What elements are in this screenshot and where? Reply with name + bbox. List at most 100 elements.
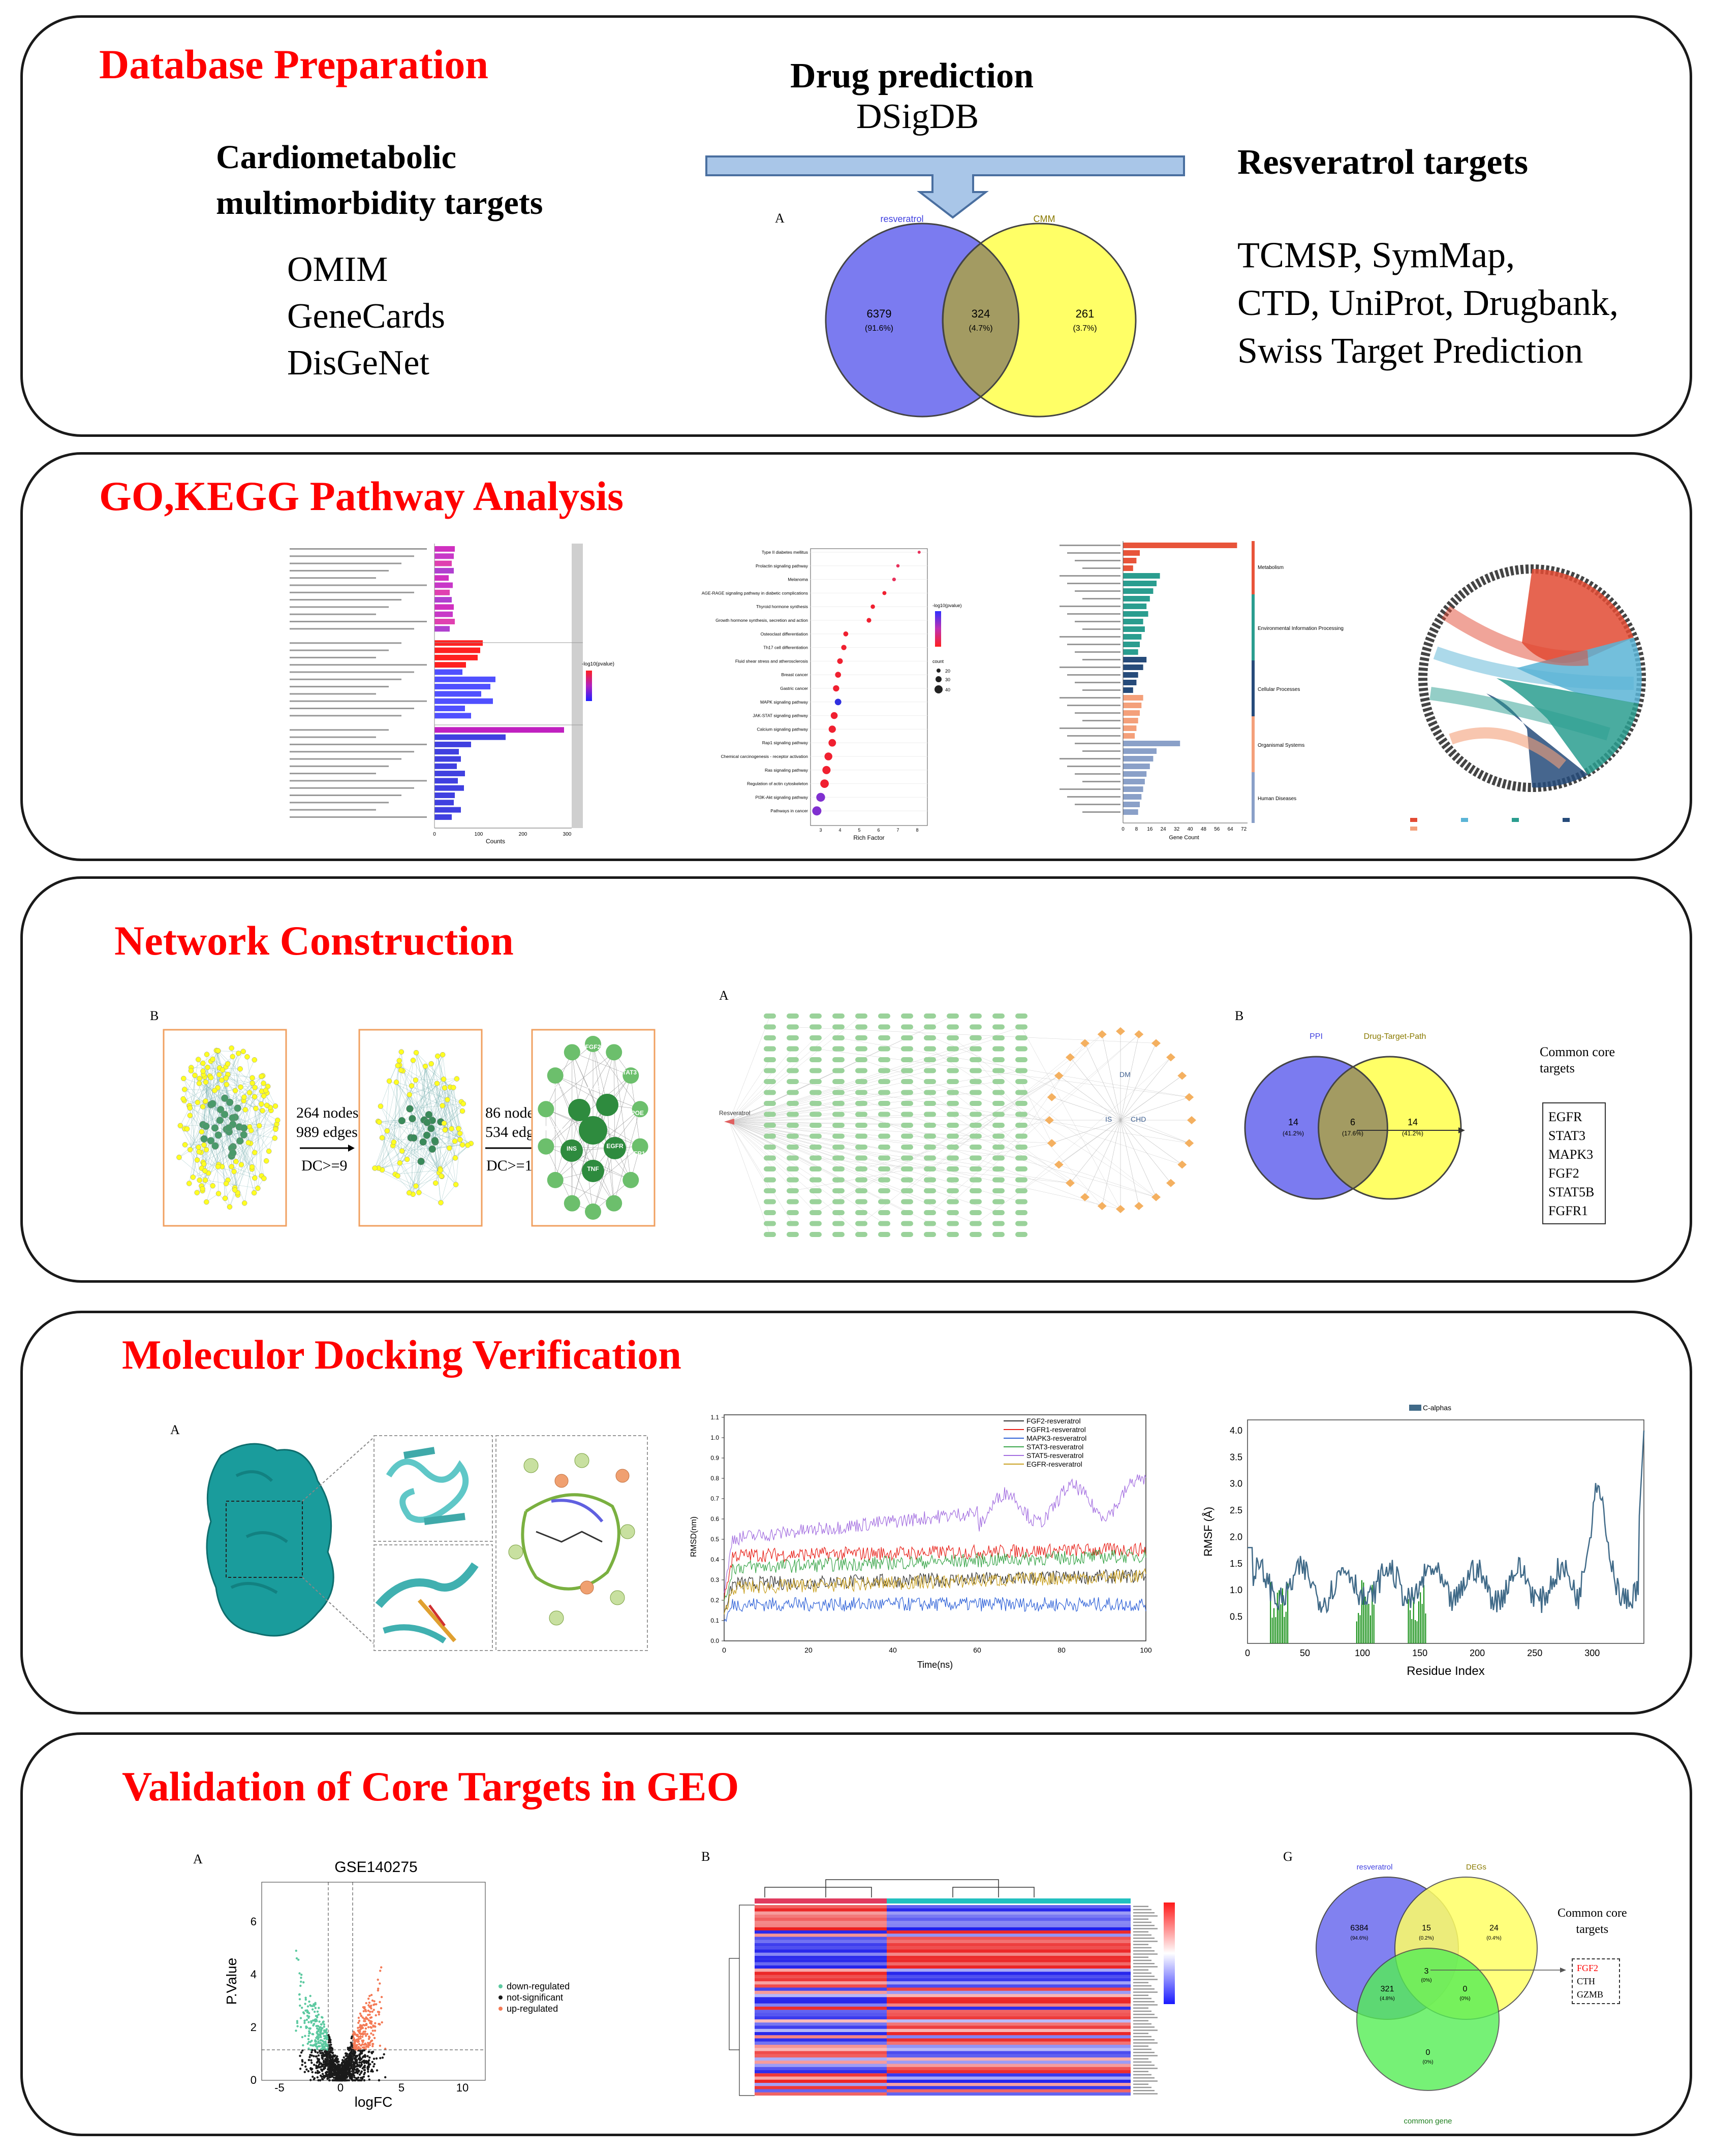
- network-node: [248, 1128, 254, 1133]
- dtp-target-node: [901, 1155, 913, 1161]
- kegg-class-bar: [1123, 550, 1140, 556]
- go-term-label: [290, 780, 427, 782]
- volcano-point: [315, 2037, 318, 2039]
- heatmap-row-control: [755, 2057, 887, 2061]
- heatmap-gene-label: [1133, 1998, 1151, 2000]
- network-edge: [427, 1122, 456, 1185]
- dtp-target-node: [924, 1024, 936, 1030]
- volcano-point: [375, 2003, 378, 2006]
- hub-node: [622, 1171, 639, 1188]
- dtp-target-node: [809, 1068, 822, 1073]
- dtp-target-node: [901, 1166, 913, 1171]
- heatmap-row-control: [755, 2073, 887, 2077]
- kegg-class-term-label: [1060, 575, 1120, 577]
- resveratrol-heading: Resveratrol targets: [1237, 143, 1529, 182]
- dtp-target-node: [1015, 1068, 1027, 1073]
- docking-zoom-lines: [302, 1437, 374, 1644]
- volcano-point: [318, 2061, 321, 2064]
- volcano-point: [333, 2070, 335, 2073]
- network-edge: [399, 1065, 416, 1081]
- heatmap-gene-label: [1133, 2036, 1151, 2038]
- dtp-target-node: [901, 1013, 913, 1019]
- dtp-target-node: [878, 1133, 890, 1139]
- hub-node: [632, 1138, 648, 1155]
- dtp-target-node: [764, 1166, 776, 1171]
- disease-node-is: IS: [1105, 1115, 1112, 1123]
- volcano-point: [371, 2060, 373, 2064]
- network-node: [238, 1162, 244, 1167]
- volcano-point: [304, 2065, 307, 2068]
- heatmap-row-control: [755, 1949, 887, 1953]
- network-node: [240, 1131, 247, 1139]
- dtp-target-node: [855, 1068, 867, 1073]
- volcano-point: [323, 2066, 326, 2069]
- kegg-class-term-label: [1060, 545, 1120, 546]
- volcano-point: [362, 2033, 365, 2036]
- kegg-class-bar: [1123, 718, 1138, 723]
- network-edge: [201, 1101, 206, 1168]
- volcano-point: [364, 2055, 366, 2057]
- dtp-target-node: [787, 1068, 799, 1073]
- hub-edge: [613, 1109, 640, 1203]
- dtp-target-node: [970, 1133, 982, 1139]
- volcano-point: [354, 2079, 357, 2082]
- dtp-edge: [729, 1121, 885, 1224]
- network-node: [209, 1100, 216, 1107]
- dtp-target-node: [992, 1057, 1005, 1062]
- rmsd-chart: 0.00.10.20.30.40.50.60.70.80.91.01.10 20 4…: [690, 1414, 1152, 1670]
- heatmap-gene-label: [1133, 2033, 1148, 2034]
- dtp-target-node: [924, 1101, 936, 1106]
- dtp-target-node: [1015, 1013, 1027, 1019]
- volcano-point: [312, 2008, 314, 2011]
- volcano-xtick-label: 5: [398, 2081, 404, 2094]
- dtp-target-node: [764, 1024, 776, 1030]
- volcano-point: [324, 2062, 327, 2065]
- resveratrol-source-line: Swiss Target Prediction: [1237, 330, 1583, 371]
- volcano-point: [301, 2064, 303, 2066]
- network-edge: [216, 1050, 255, 1193]
- network-node: [215, 1164, 221, 1169]
- network-node: [397, 1160, 403, 1166]
- volcano-point: [304, 1999, 307, 2001]
- kegg-class-bar: [1123, 703, 1142, 708]
- kegg-pathway-label: Pathways in cancer: [770, 808, 808, 813]
- dtp-target-node: [992, 1079, 1005, 1084]
- hub-node: [585, 1036, 601, 1052]
- volcano-point: [311, 2044, 314, 2047]
- hub-node: [538, 1138, 554, 1155]
- dtp-edge: [792, 1027, 1157, 1043]
- dtp-target-node: [947, 1123, 959, 1128]
- kegg-dot: [841, 645, 847, 650]
- go-bar: [434, 771, 465, 777]
- dtp-target-node: [878, 1013, 890, 1019]
- go-bar: [434, 814, 452, 820]
- resveratrol-source-line: TCMSP, SymMap,: [1237, 235, 1515, 275]
- dtp-target-node: [970, 1188, 982, 1193]
- dtp-target-node: [878, 1166, 890, 1171]
- network-edge: [431, 1063, 445, 1124]
- go-term-label: [290, 758, 401, 760]
- volcano-point: [344, 2052, 347, 2055]
- volcano-point: [365, 2059, 367, 2063]
- heatmap-row-case: [887, 1987, 1131, 1991]
- heatmap-row-case: [887, 2032, 1131, 2036]
- heatmap-row-control: [755, 1946, 887, 1950]
- go-bar: [434, 734, 506, 740]
- volcano-point: [367, 2026, 370, 2028]
- kegg-dot: [828, 739, 836, 747]
- dtp-target-node: [764, 1145, 776, 1150]
- dtp-target-node: [809, 1221, 822, 1226]
- network-edge: [226, 1077, 266, 1091]
- network-node: [229, 1164, 234, 1169]
- volcano-point: [363, 2065, 366, 2067]
- network-edge: [190, 1150, 200, 1181]
- hub-gene-label: FGF2: [585, 1043, 601, 1051]
- dtp-target-node: [1015, 1210, 1027, 1215]
- dtp-target-node: [787, 1133, 799, 1139]
- volcano-point: [356, 2071, 358, 2074]
- heatmap-row-case: [887, 1997, 1131, 2001]
- go-bar: [434, 792, 455, 798]
- kegg-class-term-label: [1060, 788, 1120, 790]
- dtp-target-node: [878, 1046, 890, 1052]
- heatmap-row-control: [755, 2089, 887, 2092]
